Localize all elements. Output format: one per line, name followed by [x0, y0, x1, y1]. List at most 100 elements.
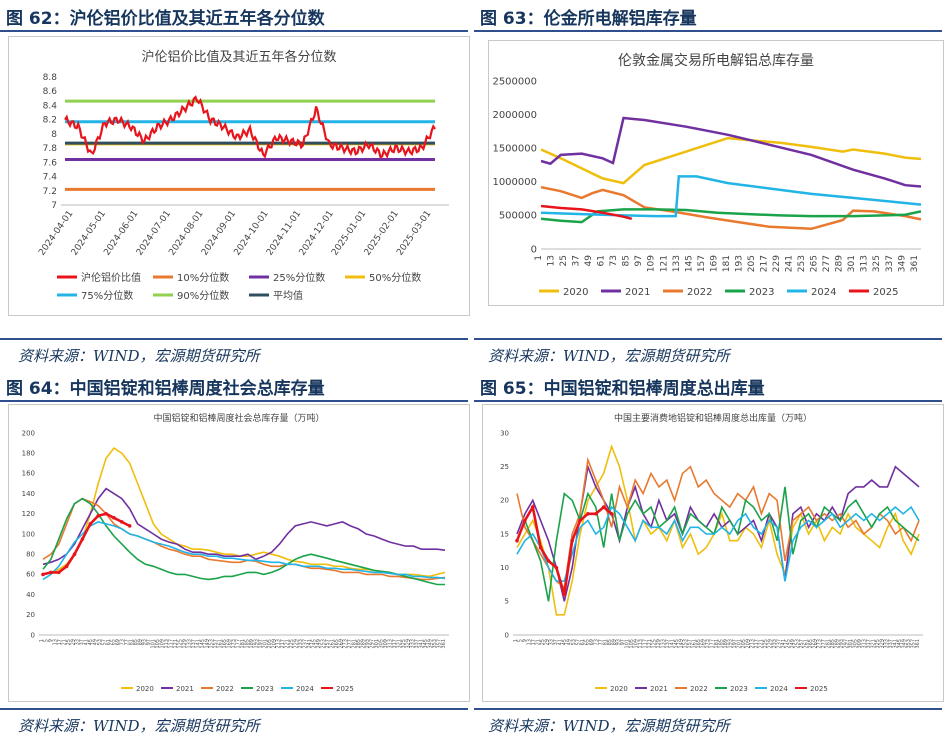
x-tick-label: 109 — [160, 639, 166, 649]
x-tick-label: 77 — [598, 639, 604, 645]
x-tick-label: 213 — [750, 639, 756, 649]
legend-label: 2020 — [563, 287, 588, 298]
x-tick-label: 301 — [374, 639, 380, 649]
y-tick-label: 180 — [22, 450, 35, 458]
x-tick-label: 37 — [572, 255, 582, 266]
x-tick-label: 85 — [133, 639, 139, 645]
x-tick-label: 105 — [629, 639, 635, 649]
series-line-2024 — [540, 175, 922, 218]
x-tick-label: 217 — [754, 639, 760, 649]
x-tick-label: 333 — [410, 639, 416, 649]
x-tick-label: 277 — [347, 639, 353, 649]
x-tick-label: 129 — [656, 639, 662, 649]
x-tick-label: 357 — [911, 639, 917, 649]
x-tick-label: 9 — [48, 639, 54, 642]
y-tick-label: 40 — [26, 591, 35, 599]
x-tick-label: 217 — [759, 255, 769, 272]
x-tick-label: 293 — [365, 639, 371, 649]
x-tick-label: 21 — [535, 639, 541, 645]
x-tick-label: 305 — [378, 639, 384, 649]
x-tick-label: 229 — [768, 639, 774, 649]
figure-65-title: 图 65：中国铝锭和铝棒周度总出库量 — [480, 379, 765, 399]
figure-63-panel: 图 63：伦金所电解铝库存量 伦敦金属交易所电解铝总库存量 0 500000 1000… — [474, 0, 944, 368]
x-tick-label: 193 — [253, 639, 259, 649]
x-tick-label: 121 — [173, 639, 179, 649]
x-tick-label: 197 — [732, 639, 738, 649]
series-point-2025 — [72, 552, 77, 556]
x-tick-label: 253 — [797, 255, 807, 272]
x-tick-label: 109 — [647, 255, 657, 272]
series-point-2025 — [56, 570, 61, 575]
x-tick-label: 269 — [812, 639, 818, 649]
figure-63-bottom-rule — [474, 338, 942, 340]
x-tick-label: 165 — [222, 639, 228, 649]
x-tick-label: 213 — [276, 639, 282, 649]
series-point-2025 — [538, 545, 543, 550]
x-tick-label: 225 — [289, 639, 295, 649]
series-line-2025 — [540, 204, 633, 221]
x-tick-label: 149 — [204, 639, 210, 649]
figure-64-top-rule — [0, 400, 468, 402]
series-point-2025 — [112, 516, 116, 520]
x-tick-label: 321 — [396, 639, 402, 649]
x-tick-label: 73 — [119, 639, 125, 645]
x-tick-label: 361 — [915, 639, 921, 649]
x-tick-label: 257 — [325, 639, 331, 649]
x-tick-label: 33 — [549, 639, 555, 645]
figure-64-chart: 中国铝锭和铝棒周度社会总库存量（万吨） 0 20 40 60 80 100 120 140 160… — [8, 404, 470, 702]
x-tick-label: 361 — [910, 255, 920, 272]
x-tick-label: 169 — [701, 639, 707, 649]
x-tick-label: 313 — [387, 639, 393, 649]
x-tick-label: 205 — [747, 255, 757, 272]
x-tick-label: 185 — [244, 639, 250, 649]
x-tick-label: 145 — [200, 639, 206, 649]
x-tick-label: 349 — [897, 255, 907, 272]
x-tick-label: 269 — [338, 639, 344, 649]
legend-label: 平均值 — [273, 289, 303, 302]
y-tick-label: 1000000 — [492, 177, 537, 188]
y-tick-label: 80 — [26, 551, 35, 559]
x-tick-label: 245 — [311, 639, 317, 649]
figure-63-svg: 伦敦金属交易所电解铝总库存量 0 500000 1000000 1500000 20000… — [492, 52, 922, 298]
figure-63-top-rule — [474, 30, 942, 32]
x-tick-label: 57 — [102, 639, 108, 645]
x-tick-label: 289 — [835, 639, 841, 649]
x-tick-label: 173 — [231, 639, 237, 649]
x-tick-label: 137 — [191, 639, 197, 649]
x-tick-label: 97 — [634, 255, 644, 266]
series-point-2025 — [578, 518, 582, 523]
x-tick-label: 85 — [607, 639, 613, 645]
legend-label: 2021 — [650, 685, 668, 693]
x-tick-label: 29 — [70, 639, 76, 645]
y-tick-label: 0 — [531, 244, 537, 255]
x-tick-label: 181 — [722, 255, 732, 272]
series-line-2024 — [516, 505, 920, 582]
legend-label: 2025 — [810, 685, 828, 693]
x-tick-label: 349 — [902, 639, 908, 649]
x-tick-label: 289 — [835, 255, 845, 272]
legend-label: 2023 — [730, 685, 748, 693]
series-point-2025 — [127, 524, 132, 528]
x-tick-label: 325 — [872, 255, 882, 272]
x-tick-label: 201 — [736, 639, 742, 649]
x-tick-label: 325 — [875, 639, 881, 649]
legend-label: 2021 — [625, 287, 650, 298]
x-tick-label: 309 — [857, 639, 863, 649]
x-tick-label: 265 — [808, 639, 814, 649]
figure-64-source: 资料来源：WIND，宏源期货研究所 — [18, 717, 260, 735]
series-line-2022 — [42, 497, 446, 581]
legend-label: 2025 — [336, 685, 354, 693]
x-tick-label: 333 — [884, 639, 890, 649]
x-tick-label: 133 — [660, 639, 666, 649]
x-tick-label: 309 — [383, 639, 389, 649]
x-tick-label: 13 — [526, 639, 532, 645]
series-line-2023 — [540, 208, 922, 224]
x-tick-label: 161 — [692, 639, 698, 649]
x-tick-label: 17 — [531, 639, 537, 645]
x-tick-label: 217 — [280, 639, 286, 649]
x-tick-label: 1 — [534, 255, 544, 261]
y-tick-label: 8.2 — [43, 116, 57, 126]
figure-65-source: 资料来源：WIND，宏源期货研究所 — [488, 717, 730, 735]
x-tick-label: 185 — [718, 639, 724, 649]
x-tick-label: 61 — [106, 639, 112, 645]
